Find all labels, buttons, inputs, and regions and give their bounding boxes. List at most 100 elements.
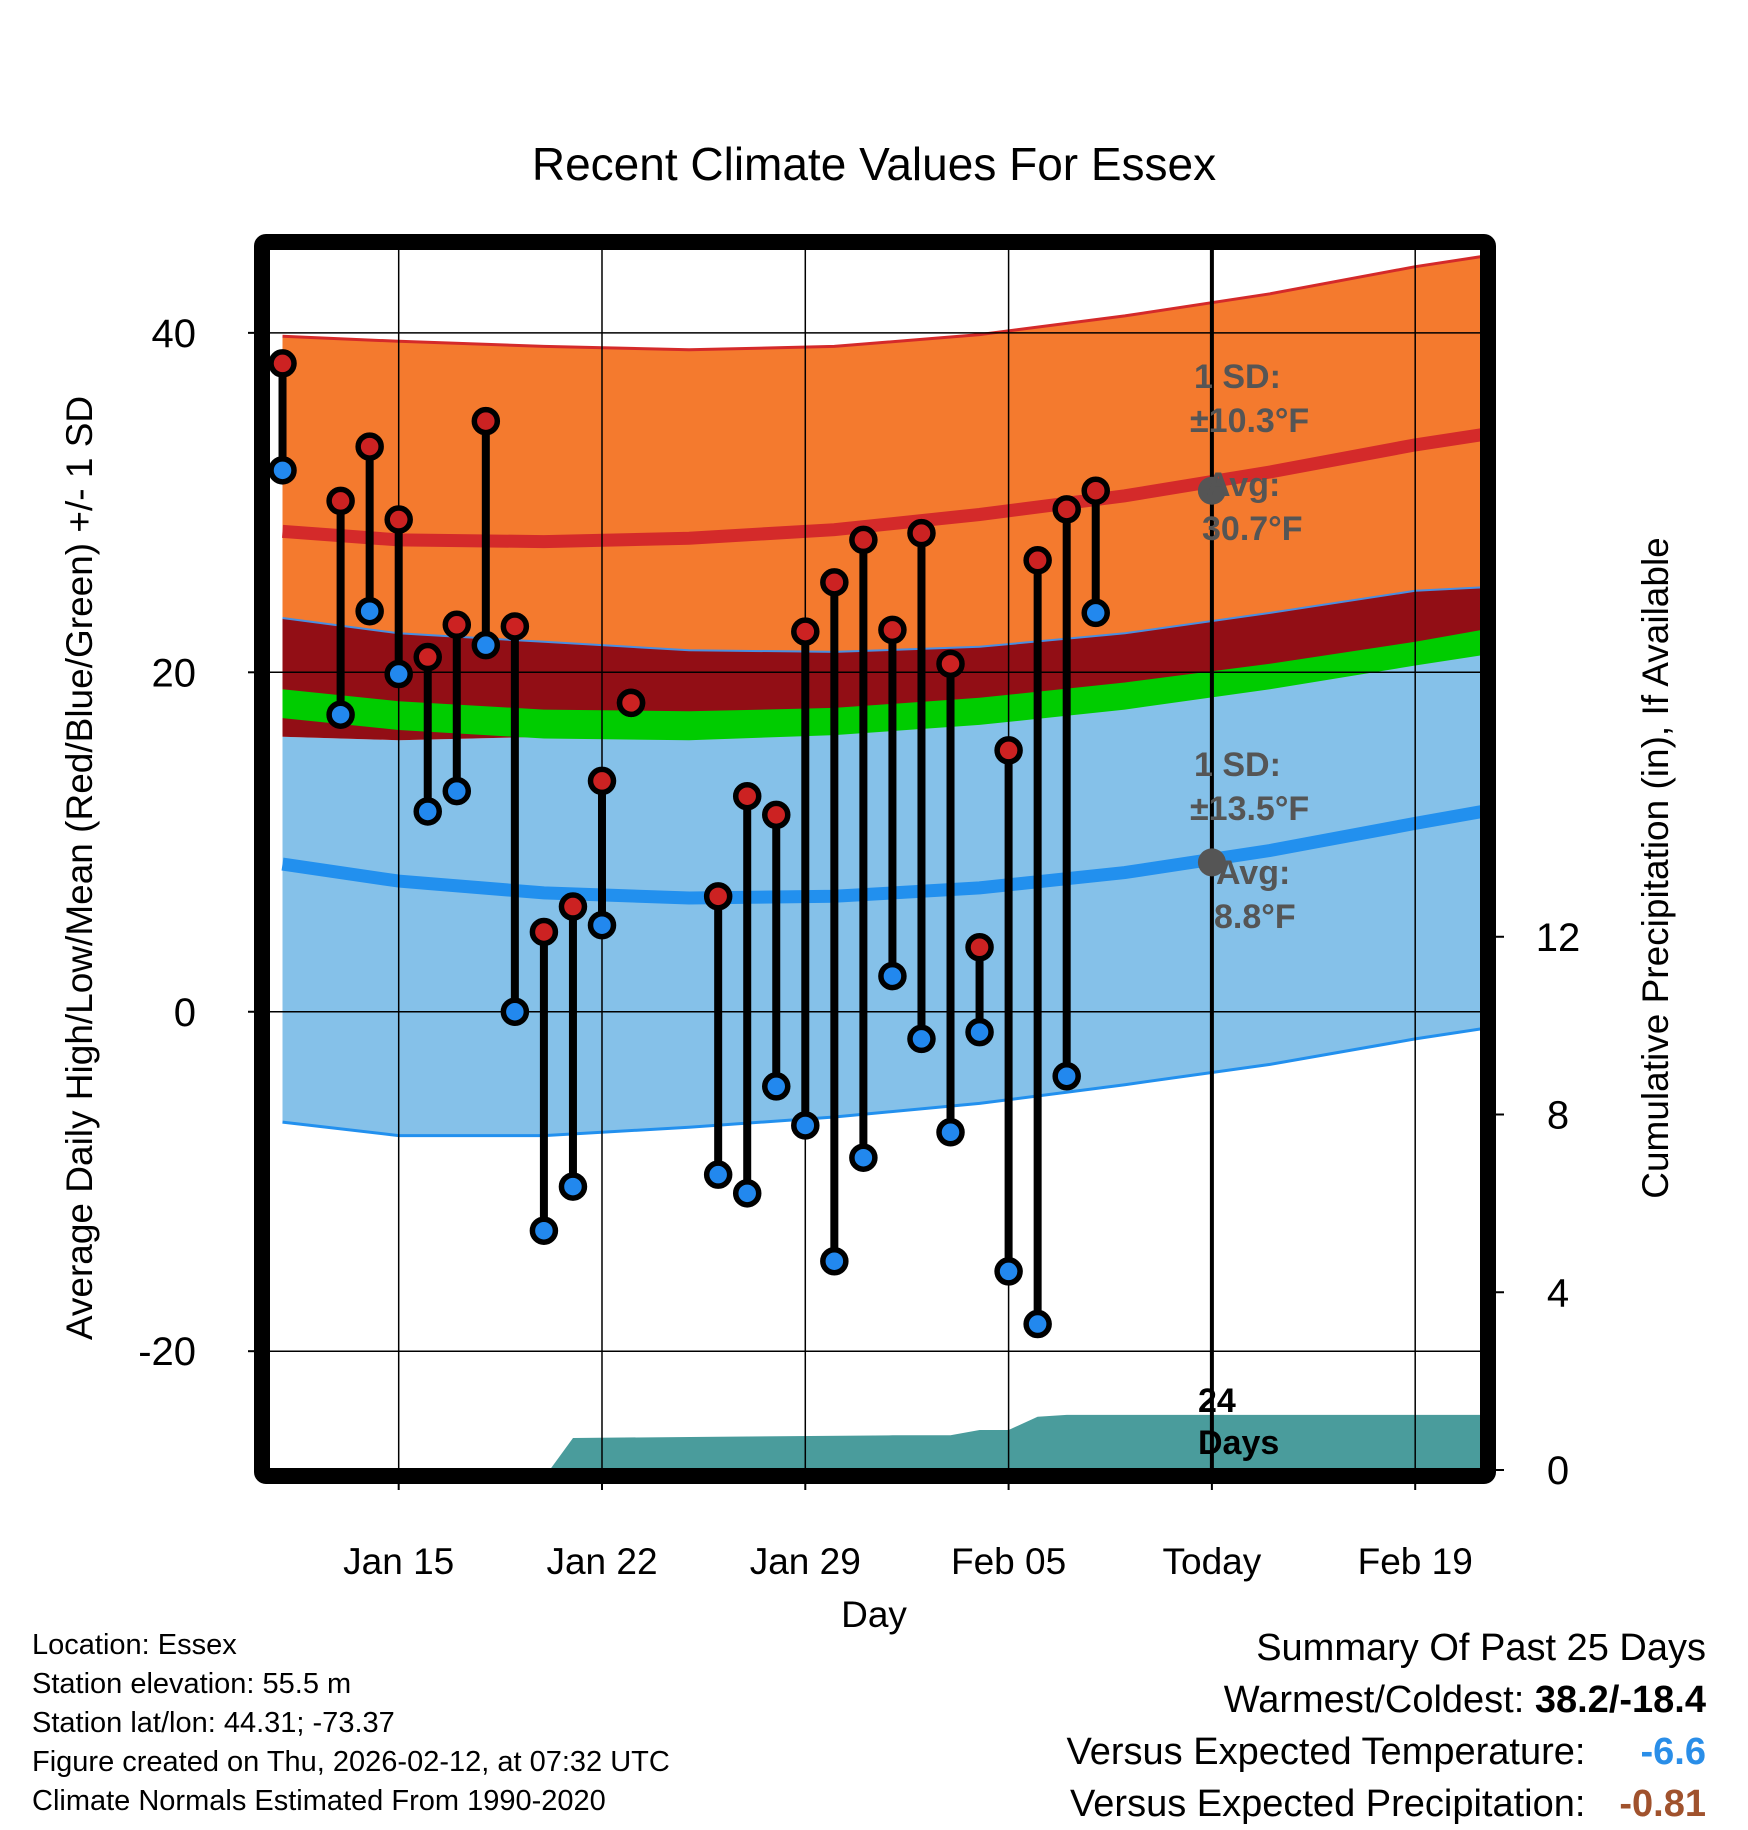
x-axis-label: Day bbox=[841, 1594, 907, 1635]
elevation-text: Station elevation: 55.5 m bbox=[32, 1668, 352, 1700]
low-temp-point bbox=[1081, 598, 1110, 628]
low-lower-edge bbox=[282, 1027, 1482, 1138]
low-sd-band bbox=[282, 636, 1482, 1136]
latlon-text: Station lat/lon: 44.31; -73.37 bbox=[32, 1707, 395, 1739]
low-temp-point bbox=[936, 1118, 965, 1147]
x-tick-label: Feb 19 bbox=[1358, 1541, 1473, 1582]
high-temp-point bbox=[791, 617, 820, 646]
low-temp-point bbox=[442, 776, 472, 806]
y-tick-label: 40 bbox=[152, 312, 197, 356]
summary-panel: Summary Of Past 25 Days Warmest/Coldest:… bbox=[1067, 1622, 1706, 1830]
mean-normal-band bbox=[282, 629, 1482, 741]
low-avg-label: Avg: bbox=[1216, 854, 1290, 892]
low-temp-point bbox=[500, 997, 530, 1026]
low-temp-point bbox=[703, 1160, 733, 1189]
days-count-word: Days bbox=[1198, 1424, 1279, 1462]
high-temp-point bbox=[703, 882, 733, 911]
x-tick-label: Jan 22 bbox=[546, 1541, 657, 1582]
high-temp-point bbox=[820, 568, 849, 597]
low-avg-value: 8.8°F bbox=[1214, 898, 1296, 936]
low-temp-point bbox=[820, 1246, 849, 1276]
warm-cold-row: Warmest/Coldest: 38.2/-18.4 bbox=[1067, 1674, 1706, 1726]
warm-cold-label: Warmest/Coldest: bbox=[1223, 1679, 1525, 1721]
warm-cold-value: 38.2/-18.4 bbox=[1534, 1679, 1706, 1721]
high-temp-point bbox=[907, 518, 936, 548]
low-temp-point bbox=[384, 659, 413, 689]
high-temp-point bbox=[268, 349, 297, 378]
low-sd-value: ±13.5°F bbox=[1190, 790, 1309, 828]
high-avg-value: 30.7°F bbox=[1202, 510, 1303, 548]
x-tick-label: Jan 29 bbox=[750, 1541, 861, 1582]
low-temp-point bbox=[529, 1216, 559, 1245]
created-text: Figure created on Thu, 2026-02-12, at 07… bbox=[32, 1746, 670, 1778]
precip-value: -0.81 bbox=[1619, 1783, 1706, 1825]
temp-value: -6.6 bbox=[1640, 1731, 1706, 1773]
high-sd-value: ±10.3°F bbox=[1190, 402, 1309, 440]
high-temp-point bbox=[500, 612, 530, 641]
low-temp-point bbox=[762, 1072, 791, 1101]
summary-title: Summary Of Past 25 Days bbox=[1256, 1627, 1706, 1669]
high-temp-point bbox=[732, 781, 762, 811]
today-low-avg-marker bbox=[1197, 848, 1226, 877]
high-temp-point bbox=[616, 688, 646, 718]
low-temp-point bbox=[587, 910, 617, 940]
precip-area bbox=[549, 1414, 1482, 1470]
low-temp-point bbox=[732, 1179, 762, 1208]
precip-row: Versus Expected Precipitation: -0.81 bbox=[1067, 1778, 1706, 1830]
high-temp-point bbox=[936, 649, 965, 679]
high-temp-point bbox=[965, 933, 994, 962]
low-temp-point bbox=[1052, 1061, 1081, 1091]
low-temp-point bbox=[791, 1111, 820, 1140]
low-sd-label: 1 SD: bbox=[1194, 746, 1281, 784]
high-temp-point bbox=[326, 486, 355, 516]
high-temp-point bbox=[878, 615, 907, 645]
temp-label: Versus Expected Temperature: bbox=[1066, 1731, 1586, 1773]
high-temp-point bbox=[762, 800, 791, 830]
y2-tick-label: 0 bbox=[1547, 1449, 1569, 1493]
low-temp-point bbox=[965, 1017, 994, 1047]
high-temp-point bbox=[529, 917, 559, 947]
high-lower-edge bbox=[282, 586, 1482, 653]
high-temp-point bbox=[471, 406, 501, 436]
y-tick-label: 20 bbox=[152, 651, 197, 695]
y2-tick-label: 8 bbox=[1547, 1094, 1569, 1138]
y2-tick-label: 4 bbox=[1547, 1271, 1569, 1315]
days-count-number: 24 bbox=[1198, 1382, 1236, 1420]
x-tick-label: Today bbox=[1163, 1541, 1262, 1582]
low-temp-point bbox=[907, 1024, 936, 1054]
low-temp-point bbox=[994, 1257, 1023, 1286]
y2-axis-label: Cumulative Precipitation (in), If Availa… bbox=[1635, 537, 1676, 1199]
today-high-avg-marker bbox=[1197, 476, 1226, 505]
low-temp-point bbox=[558, 1172, 588, 1201]
precip-label: Versus Expected Precipitation: bbox=[1070, 1783, 1586, 1825]
high-sd-band bbox=[282, 256, 1482, 652]
low-temp-point bbox=[413, 797, 442, 826]
low-temp-point bbox=[1023, 1309, 1052, 1339]
y-tick-label: 0 bbox=[174, 991, 196, 1035]
high-temp-point bbox=[1023, 546, 1052, 575]
temp-row: Versus Expected Temperature: -6.6 bbox=[1067, 1726, 1706, 1778]
x-tick-label: Jan 15 bbox=[343, 1541, 454, 1582]
plot-frame bbox=[254, 234, 1496, 1484]
plot-area: 1 SD: ±10.3°F Avg: 30.7°F 1 SD: ±13.5°F Avg: 8.… bbox=[138, 234, 1581, 1582]
high-temp-point bbox=[413, 642, 442, 672]
high-avg-line bbox=[282, 428, 1482, 549]
high-temp-point bbox=[1081, 476, 1110, 505]
high-avg-label: Avg: bbox=[1206, 466, 1280, 504]
low-temp-point bbox=[878, 961, 907, 991]
low-avg-line bbox=[281, 805, 1482, 905]
low-temp-point bbox=[471, 630, 501, 660]
y2-tick-label: 12 bbox=[1536, 916, 1581, 960]
x-tick-label: Feb 05 bbox=[951, 1541, 1066, 1582]
low-temp-point bbox=[268, 456, 297, 485]
high-temp-point bbox=[442, 610, 472, 640]
high-temp-point bbox=[384, 505, 413, 534]
y-tick-label: -20 bbox=[138, 1330, 196, 1374]
high-temp-point bbox=[355, 432, 384, 461]
normals-text: Climate Normals Estimated From 1990-2020 bbox=[32, 1785, 606, 1817]
chart-title: Recent Climate Values For Essex bbox=[532, 138, 1216, 190]
low-temp-point bbox=[849, 1143, 878, 1172]
high-upper-edge bbox=[282, 255, 1482, 352]
high-temp-point bbox=[587, 766, 617, 796]
